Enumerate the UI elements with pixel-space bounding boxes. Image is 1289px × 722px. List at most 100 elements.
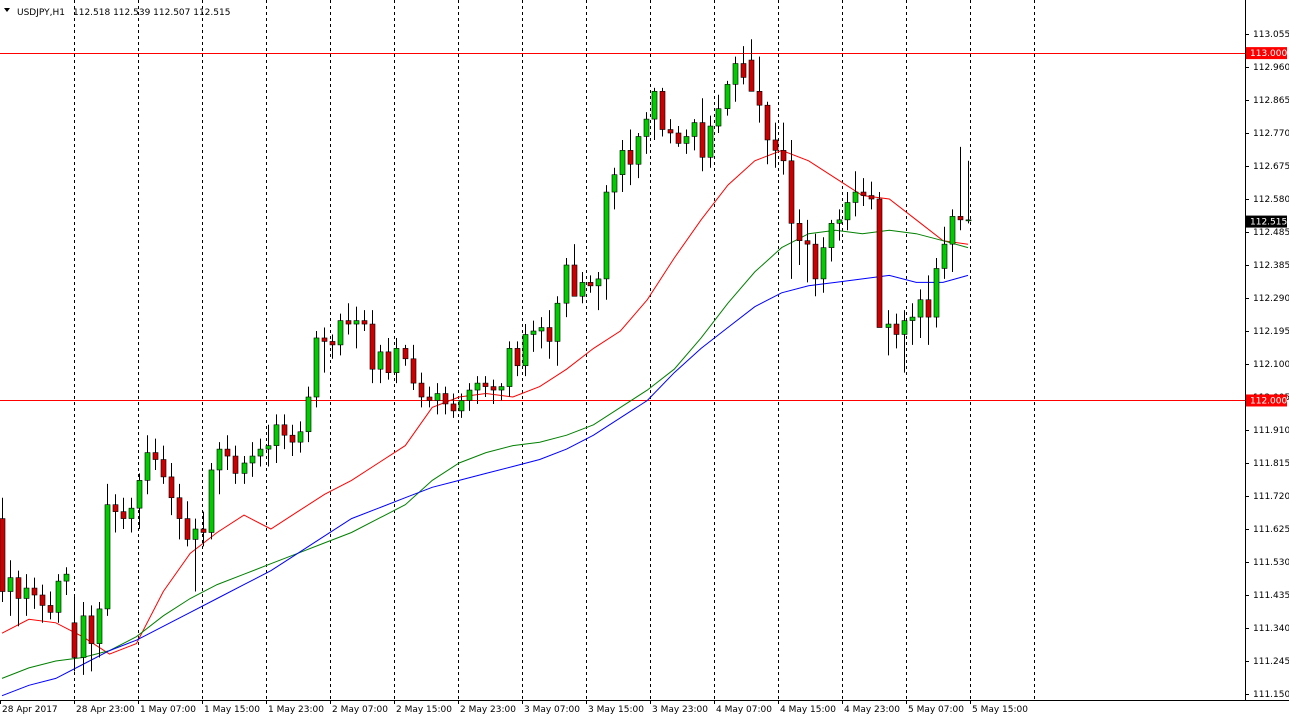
candle xyxy=(104,483,111,616)
candle xyxy=(514,341,521,377)
candle xyxy=(796,209,803,265)
candle-body xyxy=(844,202,851,221)
candle xyxy=(893,313,900,349)
candle xyxy=(587,275,594,293)
candle-body xyxy=(675,132,682,144)
candle xyxy=(852,171,859,217)
candle xyxy=(941,226,948,279)
candle xyxy=(627,129,634,186)
candle xyxy=(699,98,706,172)
candle-body xyxy=(426,396,433,401)
candle-body xyxy=(128,507,135,519)
candle xyxy=(458,393,465,418)
candle-body xyxy=(232,455,239,474)
x-tick-label: 4 May 07:00 xyxy=(716,705,772,715)
candle-body xyxy=(31,587,38,596)
candle-body xyxy=(812,243,819,280)
candle xyxy=(200,511,207,547)
candle-body xyxy=(909,316,916,321)
candle xyxy=(474,376,481,404)
candle xyxy=(651,87,658,140)
y-tick-label: 111.815 xyxy=(1253,459,1289,469)
candle-body xyxy=(297,431,304,443)
candle xyxy=(208,463,215,540)
x-tick-label: 5 May 15:00 xyxy=(972,705,1028,715)
y-tick-label: 111.245 xyxy=(1253,657,1289,667)
candle-body xyxy=(152,452,159,460)
candle xyxy=(152,438,159,470)
candle xyxy=(369,310,376,384)
candle-body xyxy=(39,594,46,606)
candle-body xyxy=(627,150,634,165)
candle-body xyxy=(506,348,513,387)
y-tick-label: 112.865 xyxy=(1253,96,1289,106)
candle xyxy=(603,185,610,300)
level-price-box-text: 112.000 xyxy=(1250,396,1287,406)
candle-body xyxy=(699,122,706,158)
candle-body xyxy=(603,191,610,280)
x-tick-label: 3 May 15:00 xyxy=(588,705,644,715)
candle-body xyxy=(796,223,803,241)
candle xyxy=(554,296,561,366)
candle xyxy=(47,591,54,620)
candle-body xyxy=(47,605,54,613)
symbol-label: USDJPY,H1 xyxy=(17,8,65,18)
candle xyxy=(168,463,175,516)
y-tick-label: 112.385 xyxy=(1253,261,1289,271)
candle-body xyxy=(707,125,714,158)
x-tick-label: 1 May 23:00 xyxy=(268,705,324,715)
level-price-box: 113.000 xyxy=(1246,47,1287,60)
candle xyxy=(249,442,256,477)
candle-body xyxy=(941,243,948,269)
candle xyxy=(224,435,231,470)
candle xyxy=(297,421,304,453)
candle-body xyxy=(15,577,22,599)
candle-body xyxy=(587,282,594,287)
candle-body xyxy=(80,615,87,658)
candle xyxy=(724,80,731,116)
candle xyxy=(933,258,940,328)
y-tick-label: 111.910 xyxy=(1253,426,1289,436)
candle-body xyxy=(764,104,771,141)
candle xyxy=(571,244,578,297)
axes xyxy=(0,0,1289,701)
candle xyxy=(635,133,642,179)
candle xyxy=(506,341,513,397)
x-tick-label: 2 May 23:00 xyxy=(460,705,516,715)
candle xyxy=(764,101,771,165)
candle xyxy=(643,112,650,154)
candle-body xyxy=(96,608,103,644)
y-axis-ticks: 113.055 112.960 112.865 112.770 112.675 112.5… xyxy=(1245,30,1289,700)
chevron-down-icon[interactable] xyxy=(4,8,10,12)
candle-body xyxy=(442,393,449,405)
current-price-box-bg xyxy=(1246,215,1287,228)
candle-body xyxy=(667,129,674,134)
candle-body xyxy=(901,320,908,335)
y-tick-label: 111.340 xyxy=(1253,624,1289,634)
candle-body xyxy=(313,337,320,398)
candle-body xyxy=(385,351,392,373)
y-tick-label: 112.770 xyxy=(1253,129,1289,139)
candle xyxy=(23,574,30,616)
candle-body xyxy=(659,91,666,130)
candle-body xyxy=(538,327,545,332)
candle-body xyxy=(88,615,95,644)
candle xyxy=(788,139,795,279)
x-tick-label: 1 May 15:00 xyxy=(204,705,260,715)
candle-body xyxy=(724,84,731,109)
level-price-box-bg xyxy=(1246,47,1287,60)
candle-body xyxy=(635,136,642,165)
candle-body xyxy=(410,358,417,384)
candle-body xyxy=(120,511,127,519)
x-tick-label: 3 May 23:00 xyxy=(652,705,708,715)
candle-body xyxy=(498,386,505,391)
candle-body xyxy=(957,216,964,221)
candle xyxy=(836,209,843,241)
candle xyxy=(498,383,505,401)
candle-body xyxy=(860,191,867,196)
candle xyxy=(273,414,280,463)
ema-slow-line xyxy=(1,274,969,697)
candle xyxy=(740,46,747,85)
candle xyxy=(691,119,698,151)
